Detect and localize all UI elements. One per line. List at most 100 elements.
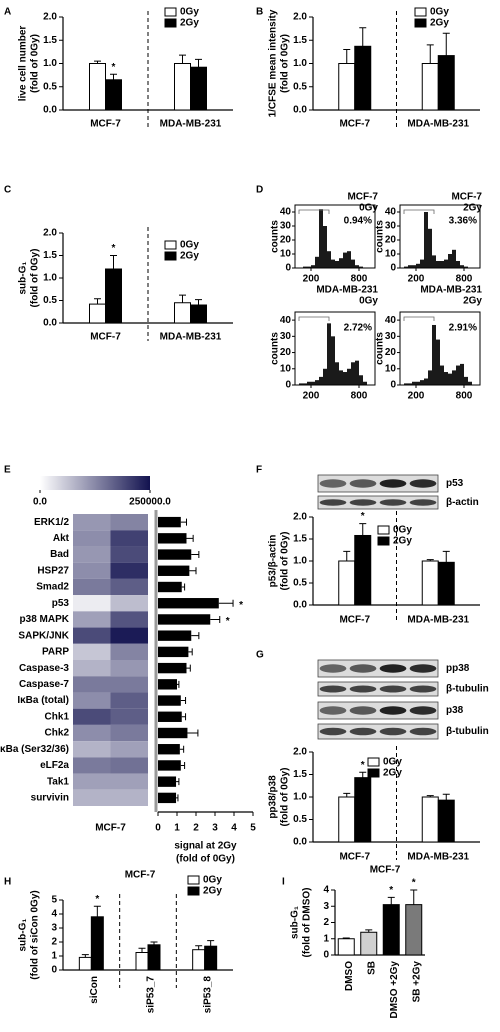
y-tick-label: 0.5 [293, 578, 307, 589]
y-tick-label: 0 [285, 380, 291, 391]
error-bar [191, 551, 200, 559]
histogram-bar [432, 255, 436, 268]
y-axis-label: counts [375, 332, 386, 365]
chart-title: 0Gy [359, 203, 378, 214]
histogram-bar [408, 383, 412, 385]
row-label: PARP [42, 647, 69, 658]
histogram-bar [355, 360, 359, 385]
heatmap-cell [73, 546, 111, 563]
y-axis-label: counts [270, 332, 281, 365]
error-bar [426, 795, 434, 797]
heatmap-cell [73, 724, 111, 742]
error-bar [94, 60, 101, 64]
error-bar [186, 664, 191, 672]
y-tick-label: 2 [51, 937, 57, 948]
heatmap-cell [73, 660, 111, 677]
error-bar [180, 518, 187, 526]
y-tick-label: 0.0 [43, 318, 57, 329]
plot-frame [294, 204, 376, 269]
heatmap-cell [73, 611, 111, 628]
error-bar [176, 794, 179, 802]
blot-strip [317, 495, 439, 510]
y-axis-label: (fold of DMSO) [302, 888, 313, 958]
error-bar [426, 44, 434, 64]
histogram-bar [307, 381, 311, 385]
blot-band [409, 664, 437, 673]
y-tick-label: 1.5 [43, 35, 57, 46]
legend-swatch [367, 757, 380, 767]
y-axis-label: (fold of 0Gy) [280, 768, 291, 827]
histogram-bar [428, 228, 432, 268]
legend-label: 2Gy [430, 18, 449, 29]
y-tick-label: 1.0 [293, 556, 307, 567]
x-tick-label: 1 [174, 823, 180, 834]
blot-band [349, 685, 377, 693]
chart-title: MCF-7 [370, 865, 401, 876]
histogram-bar [460, 363, 464, 385]
bar [158, 744, 180, 755]
heatmap-cell [110, 660, 148, 677]
histogram-bar [351, 259, 355, 268]
error-bar [187, 729, 199, 737]
heatmap-cell [73, 789, 111, 806]
blot-label: pp38 [446, 663, 470, 674]
error-bar [94, 298, 101, 305]
bar [158, 565, 190, 576]
y-tick-label: 2.0 [293, 512, 307, 523]
legend-swatch [414, 7, 427, 17]
histogram-bar [404, 266, 408, 268]
chart-title: MCF-7 [125, 870, 156, 881]
plot-frame [399, 311, 481, 386]
y-tick-label: 1.0 [43, 273, 57, 284]
row-label: Bad [50, 549, 69, 560]
y-axis-label: counts [375, 220, 386, 253]
error-bar [179, 745, 185, 753]
bar [158, 727, 188, 739]
histogram-bar [311, 265, 315, 268]
blot-label: β-tubulin [446, 726, 489, 737]
x-tick-label: MCF-7 [339, 615, 370, 626]
blot-band [319, 706, 347, 715]
histogram-bar [456, 261, 460, 268]
heatmap-cell [110, 676, 148, 693]
error-bar [188, 648, 193, 656]
x-tick-label: 200 [408, 391, 425, 402]
y-tick-label: 0.5 [293, 81, 307, 92]
row-label: p38 MAPK [20, 614, 70, 625]
x-tick-label: 5 [250, 823, 256, 834]
histogram-bar [315, 256, 319, 268]
x-tick-label: MDA-MB-231 [407, 615, 469, 626]
chart-title: 2Gy [463, 296, 482, 307]
bar [190, 304, 207, 324]
panel-letter: D [256, 185, 263, 196]
error-bar [359, 27, 367, 47]
y-tick-label: 0 [323, 950, 329, 961]
histogram-bar [359, 266, 363, 268]
bar [158, 792, 177, 804]
heatmap-cell [73, 514, 111, 531]
error-bar [191, 632, 200, 640]
y-tick-label: 1.5 [293, 769, 307, 780]
bar [158, 711, 182, 722]
histogram-bar [339, 258, 343, 268]
heatmap-cell [73, 595, 111, 612]
histogram-bar [440, 365, 444, 385]
histogram-bar [420, 259, 424, 268]
x-tick-label: 800 [456, 274, 473, 285]
y-tick-label: 0 [51, 965, 57, 976]
heatmap-cell [73, 530, 111, 547]
error-bar [177, 680, 180, 688]
row-label: eLF2a [40, 760, 69, 771]
histogram-bar [303, 266, 307, 268]
heatmap-cell [110, 741, 148, 758]
blot-label: p38 [446, 705, 464, 716]
heatmap-cell [110, 692, 148, 709]
bar [158, 598, 219, 609]
y-tick-label: 0.0 [43, 105, 57, 116]
blot-band [349, 727, 377, 736]
bar [337, 938, 355, 956]
y-tick-label: 20 [280, 235, 292, 246]
legend-swatch [377, 525, 390, 535]
error-bar [387, 896, 395, 905]
blot-strip [317, 701, 439, 720]
